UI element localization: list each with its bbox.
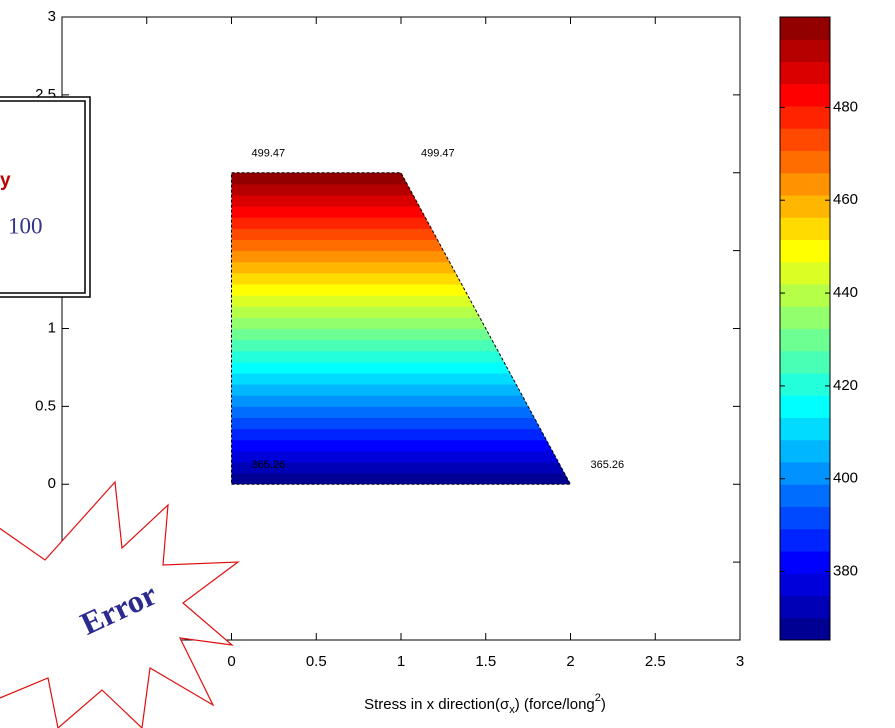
x-tick-label: 2.5 [645,653,666,670]
colorbar-band [780,39,830,62]
colorbar-band [780,217,830,240]
contour-band [231,405,571,418]
colorbar-band [780,195,830,218]
node-value-label: 499.47 [421,148,455,160]
colorbar-band [780,617,830,641]
y-tick-label: 1 [48,319,56,336]
colorbar-band [780,439,830,463]
node-value-label: 365.26 [252,459,286,471]
colorbar-tick-label: 400 [833,470,858,487]
contour-band [231,239,571,252]
dialog-inner-frame [0,100,86,294]
colorbar-band [780,239,830,263]
contour-band [231,316,571,329]
contour-band [231,272,571,285]
colorbar-band [780,573,830,596]
colorbar-band [780,17,830,40]
colorbar-band [780,284,830,307]
contour-band [231,472,571,485]
contour-band [231,216,571,229]
colorbar-band [780,61,830,85]
colorbar-tick-label: 440 [833,284,858,301]
colorbar-band [780,172,830,196]
colorbar-band [780,128,830,151]
contour-band [231,305,571,318]
y-tick-label: 3 [48,8,56,25]
contour-band [231,183,571,196]
colorbar-band [780,484,830,507]
colorbar-tick-label: 380 [833,563,858,580]
colorbar-band [780,506,830,530]
contour-band [231,417,571,430]
contour-band [231,328,571,341]
colorbar-band [780,150,830,174]
x-tick-label: 0.5 [306,653,327,670]
x-tick-label: 3 [736,653,744,670]
colorbar-band [780,528,830,552]
contour-band [231,294,571,307]
colorbar-frame [779,16,831,641]
x-tick-label: 1 [397,653,405,670]
colorbar-band [780,395,830,418]
contour-band [231,194,571,207]
contour-band [231,450,571,463]
y-tick-label: 0.5 [35,397,56,414]
colorbar-band [780,83,830,107]
colorbar-band [780,328,830,352]
contour-band [231,350,571,363]
dialog-value: 100 [8,213,43,238]
dialog: y 100 [0,96,91,298]
contour-band [231,372,571,385]
colorbar-band [780,306,830,329]
contour-band [231,461,571,474]
colorbar-tick-label: 420 [833,377,858,394]
contour-fill [231,172,571,485]
x-tick-label: 1.5 [475,653,496,670]
colorbar-band [780,462,830,485]
contour-band [231,361,571,374]
contour-band [231,283,571,296]
contour-band [231,250,571,263]
x-axis-label: Stress in x direction(σx) (force/long2) [364,692,606,716]
colorbar-band [780,261,830,285]
contour-band [231,227,571,240]
node-value-label: 499.47 [252,148,286,160]
colorbar-tick-label: 460 [833,191,858,208]
star-shape [0,480,240,728]
contour-band [231,439,571,452]
colorbar-band [780,373,830,396]
contour-band [231,339,571,352]
x-tick-label: 2 [566,653,574,670]
colorbar-band [780,551,830,574]
contour-band [231,172,571,185]
dialog-frame [0,96,91,298]
dialog-heading: y [0,170,11,191]
contour-band [231,394,571,407]
contour-band [231,383,571,396]
colorbar-band [780,106,830,129]
contour-band [231,261,571,274]
node-value-label: 365.26 [591,459,625,471]
error-badge: Error [0,480,240,728]
colorbar-tick-label: 480 [833,98,858,115]
contour-band [231,205,571,218]
y-tick-label: 0 [48,475,56,492]
colorbar-band [780,595,830,619]
colorbar-band [780,350,830,374]
element-outline [231,172,572,485]
colorbar-band [780,417,830,441]
contour-band [231,428,571,441]
x-tick-label: 0 [227,653,235,670]
